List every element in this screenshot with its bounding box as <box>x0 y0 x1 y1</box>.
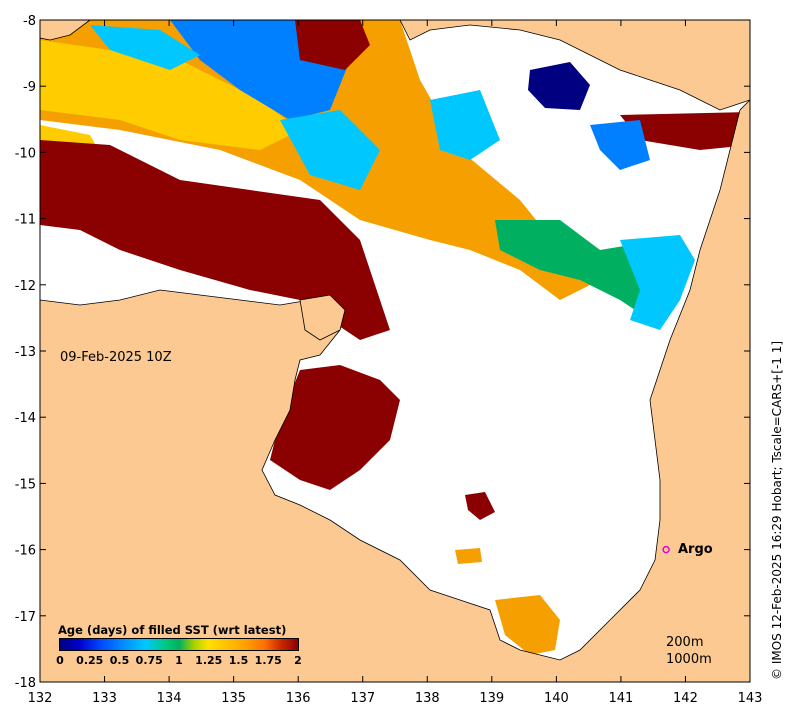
land-cape-york <box>399 19 751 111</box>
x-tick-label: 137 <box>350 691 375 706</box>
colorbar <box>59 638 299 651</box>
x-tick-label: 136 <box>286 691 311 706</box>
y-tick-label: -16 <box>15 544 36 559</box>
y-tick-label: -15 <box>15 477 36 492</box>
y-tick-label: -18 <box>15 676 36 691</box>
patch-orange-small <box>455 548 482 564</box>
x-axis: 132 133 134 135 136 137 138 139 140 141 142 143 <box>28 20 763 706</box>
patch-cyan-east <box>620 235 695 330</box>
x-tick-label: 133 <box>92 691 117 706</box>
y-tick-label: -8 <box>23 14 36 29</box>
patch-navy <box>528 62 590 110</box>
plot-area <box>39 19 751 683</box>
land-groote <box>299 294 346 341</box>
colorbar-tick-label: 1.25 <box>195 654 223 667</box>
x-tick-label: 140 <box>544 691 569 706</box>
y-tick-label: -13 <box>15 345 36 360</box>
colorbar-tick-label: 0.5 <box>109 654 130 667</box>
y-tick-label: -12 <box>15 279 36 294</box>
x-tick-label: 142 <box>673 691 698 706</box>
argo-label: Argo <box>678 542 713 557</box>
patch-blue-east <box>590 120 650 170</box>
colorbar-tick-label: 0 <box>56 654 64 667</box>
y-tick-label: -10 <box>15 146 36 161</box>
y-axis: -8 -9 -10 -11 -12 -13 -14 -15 -16 -17 -18 <box>15 14 750 691</box>
patch-cyan-3 <box>430 90 500 160</box>
x-tick-label: 139 <box>479 691 504 706</box>
colorbar-ticks: 0 0.25 0.5 0.75 1 1.25 1.5 1.75 2 <box>54 654 304 668</box>
colorbar-tick-label: 1.5 <box>228 654 249 667</box>
colorbar-tick-label: 2 <box>294 654 302 667</box>
patch-darkred-south <box>465 492 495 520</box>
colorbar-tick-label: 1 <box>175 654 183 667</box>
y-tick-label: -9 <box>23 80 36 95</box>
patch-cyan-2 <box>280 110 380 190</box>
y-tick-label: -11 <box>15 213 36 228</box>
x-tick-label: 134 <box>157 691 182 706</box>
x-tick-label: 135 <box>221 691 246 706</box>
argo-marker <box>662 545 670 554</box>
sst-age-patches <box>40 20 750 655</box>
y-tick-label: -17 <box>15 610 36 625</box>
markers-layer <box>662 545 670 554</box>
patch-yellow-north <box>40 40 300 150</box>
x-tick-label: 143 <box>738 691 763 706</box>
contour-200m: 200m <box>666 635 704 650</box>
contour-legend: 200m 1000m <box>666 634 712 668</box>
credit-text: © IMOS 12-Feb-2025 16:29 Hobart; Tscale=… <box>770 340 784 680</box>
x-tick-label: 132 <box>28 691 53 706</box>
colorbar-tick-label: 1.75 <box>254 654 282 667</box>
patch-cyan-north <box>90 25 200 70</box>
patch-darkred-west <box>40 140 390 340</box>
patch-darkred-gulf <box>270 365 400 490</box>
patch-orange-south <box>495 595 560 655</box>
x-tick-label: 138 <box>415 691 440 706</box>
patch-darkred-ne <box>295 20 370 70</box>
colorbar-tick-label: 0.75 <box>135 654 163 667</box>
x-tick-label: 141 <box>608 691 633 706</box>
land <box>39 19 751 683</box>
colorbar-title: Age (days) of filled SST (wrt latest) <box>58 623 287 637</box>
contour-1000m: 1000m <box>666 652 712 667</box>
colorbar-tick-label: 0.25 <box>76 654 104 667</box>
date-label: 09-Feb-2025 10Z <box>60 350 172 365</box>
y-tick-label: -14 <box>15 411 36 426</box>
patch-darkred-east <box>620 112 750 150</box>
